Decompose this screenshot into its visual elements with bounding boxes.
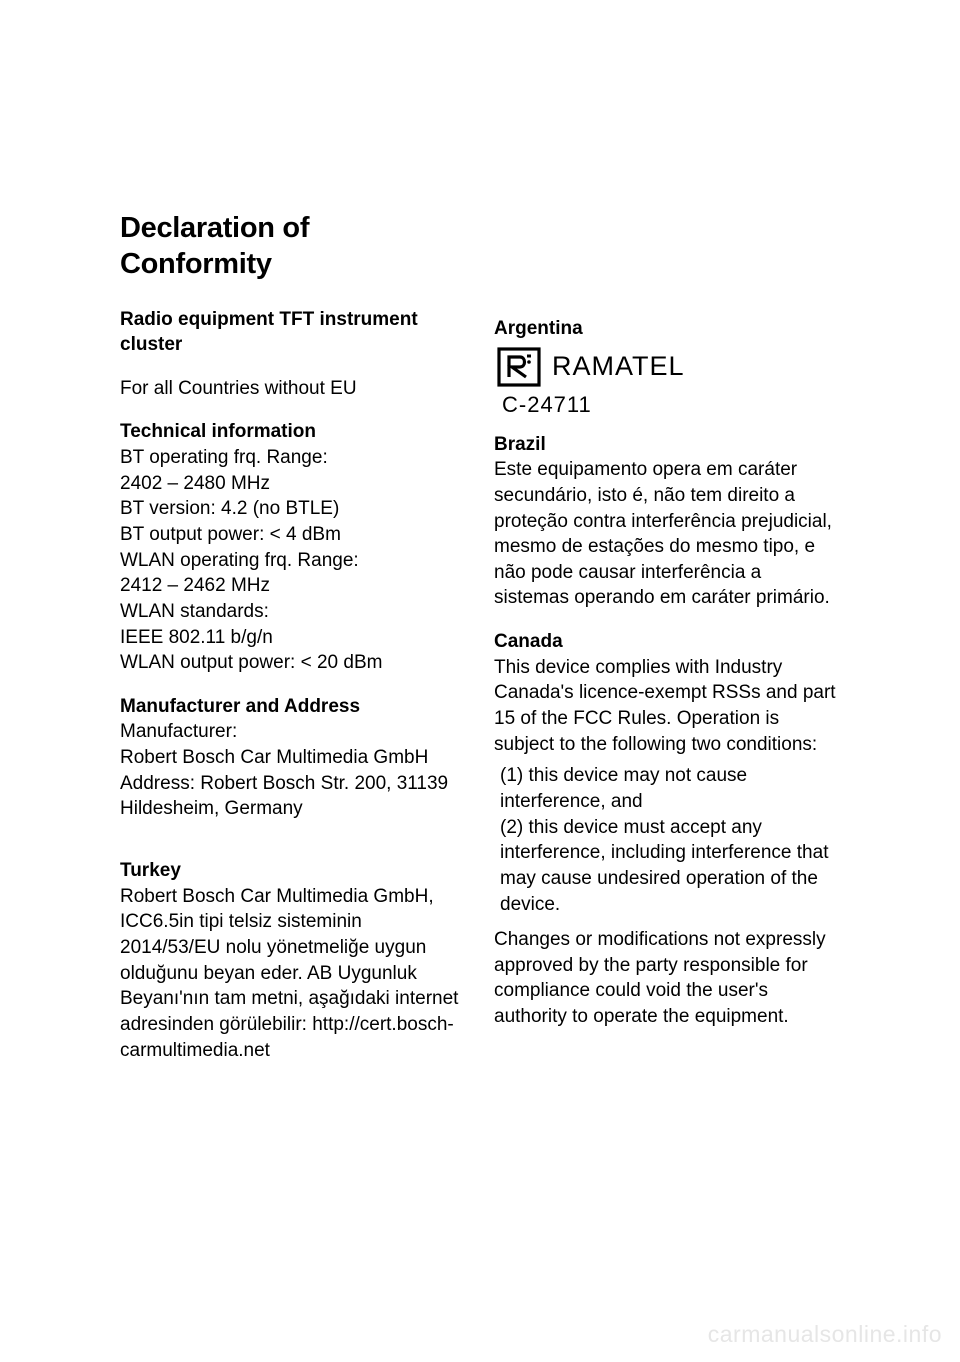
mfr-line: Robert Bosch Car Multimedia GmbH (120, 745, 466, 771)
tech-line: WLAN output power: < 20 dBm (120, 650, 466, 676)
tech-line: BT operating frq. Range: (120, 445, 466, 471)
mfr-line: Manufacturer: (120, 719, 466, 745)
technical-block: Technical information BT operating frq. … (120, 419, 466, 675)
radio-heading: Radio equipment TFT instrument cluster (120, 307, 466, 358)
canada-condition-2: (2) this device must accept any interfer… (494, 815, 840, 918)
tech-line: WLAN operating frq. Range: (120, 548, 466, 574)
technical-heading: Technical information (120, 419, 466, 445)
manufacturer-heading: Manufacturer and Address (120, 694, 466, 720)
turkey-heading: Turkey (120, 858, 466, 884)
page-title: Declaration of Conformity (120, 210, 466, 283)
right-column: Argentina RAMATEL C-24711 Brazil Este eq… (494, 210, 840, 1081)
tech-line: 2402 – 2480 MHz (120, 471, 466, 497)
ramatel-icon (496, 346, 542, 388)
mfr-line: Address: Robert Bosch Str. 200, 31139 Hi… (120, 771, 466, 822)
turkey-body: Robert Bosch Car Multimedia GmbH, ICC6.5… (120, 884, 466, 1063)
canada-p2: Changes or modifications not expressly a… (494, 927, 840, 1030)
turkey-block: Turkey Robert Bosch Car Multimedia GmbH,… (120, 858, 466, 1063)
argentina-block: Argentina RAMATEL C-24711 (494, 316, 840, 418)
watermark: carmanualsonline.info (708, 1321, 942, 1348)
brazil-body: Este equipamento opera em caráter secund… (494, 457, 840, 611)
ramatel-code: C-24711 (502, 392, 840, 418)
canada-block: Canada This device complies with Industr… (494, 629, 840, 1030)
countries-block: For all Countries without EU (120, 376, 466, 402)
countries-text: For all Countries without EU (120, 376, 466, 402)
page: Declaration of Conformity Radio equipmen… (0, 0, 960, 1081)
ramatel-text: RAMATEL (552, 351, 685, 382)
tech-line: BT version: 4.2 (no BTLE) (120, 496, 466, 522)
brazil-heading: Brazil (494, 432, 840, 458)
canada-condition-1: (1) this device may not cause interferen… (494, 763, 840, 814)
canada-p1: This device complies with Industry Canad… (494, 655, 840, 758)
left-column: Declaration of Conformity Radio equipmen… (120, 210, 466, 1081)
manufacturer-block: Manufacturer and Address Manufacturer: R… (120, 694, 466, 822)
tech-line: IEEE 802.11 b/g/n (120, 625, 466, 651)
radio-block: Radio equipment TFT instrument cluster (120, 307, 466, 358)
tech-line: 2412 – 2462 MHz (120, 573, 466, 599)
canada-heading: Canada (494, 629, 840, 655)
brazil-block: Brazil Este equipamento opera em caráter… (494, 432, 840, 611)
ramatel-logo: RAMATEL (496, 346, 840, 388)
tech-line: WLAN standards: (120, 599, 466, 625)
argentina-heading: Argentina (494, 316, 840, 342)
tech-line: BT output power: < 4 dBm (120, 522, 466, 548)
